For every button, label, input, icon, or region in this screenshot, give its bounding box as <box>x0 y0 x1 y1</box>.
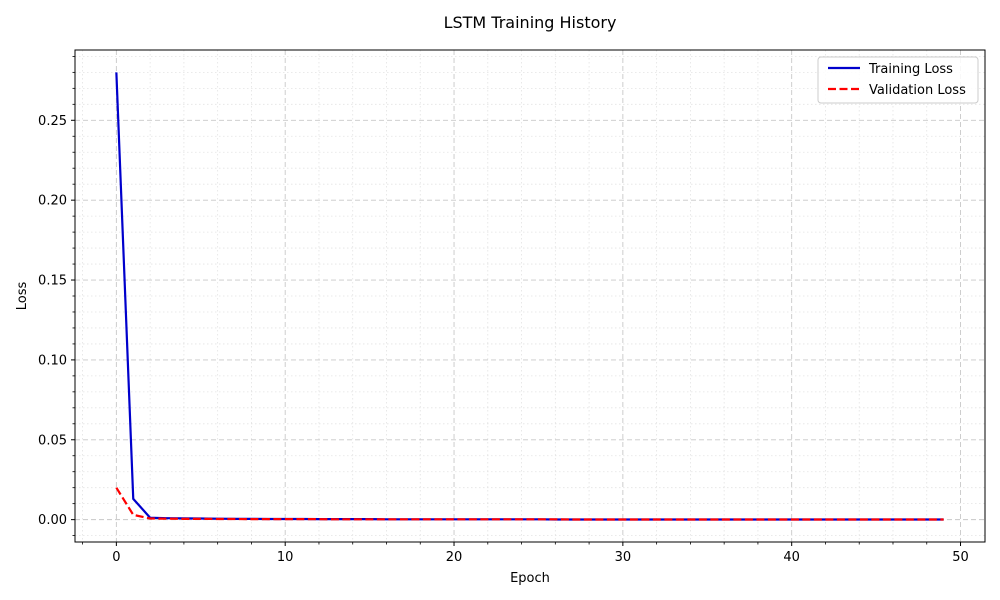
x-tick-label: 10 <box>277 550 294 565</box>
x-tick-label: 20 <box>446 550 463 565</box>
series-line-validation-loss <box>115 487 944 521</box>
x-tick-label: 40 <box>783 550 800 565</box>
x-axis-ticks: 0 10 20 30 40 50 <box>112 542 969 565</box>
legend-label-validation-loss: Validation Loss <box>869 83 966 98</box>
y-tick-label: 0.25 <box>38 114 67 129</box>
x-tick-label: 0 <box>112 550 120 565</box>
y-axis-ticks: 0.00 0.05 0.10 0.15 0.20 0.25 <box>38 114 75 528</box>
major-grid <box>75 50 985 542</box>
y-tick-label: 0.15 <box>38 274 67 289</box>
legend: Training Loss Validation Loss <box>817 56 979 104</box>
y-tick-label: 0.20 <box>38 194 67 209</box>
x-tick-label: 50 <box>952 550 969 565</box>
legend-label-training-loss: Training Loss <box>868 62 953 77</box>
y-tick-label: 0.05 <box>38 433 67 448</box>
x-tick-label: 30 <box>615 550 632 565</box>
x-axis-label: Epoch <box>510 571 550 586</box>
chart-title: LSTM Training History <box>444 13 617 32</box>
minor-ticks <box>72 55 928 545</box>
y-tick-label: 0.10 <box>38 353 67 368</box>
y-tick-label: 0.00 <box>38 513 67 528</box>
series-layer <box>115 72 944 521</box>
y-axis-label: Loss <box>15 282 30 311</box>
